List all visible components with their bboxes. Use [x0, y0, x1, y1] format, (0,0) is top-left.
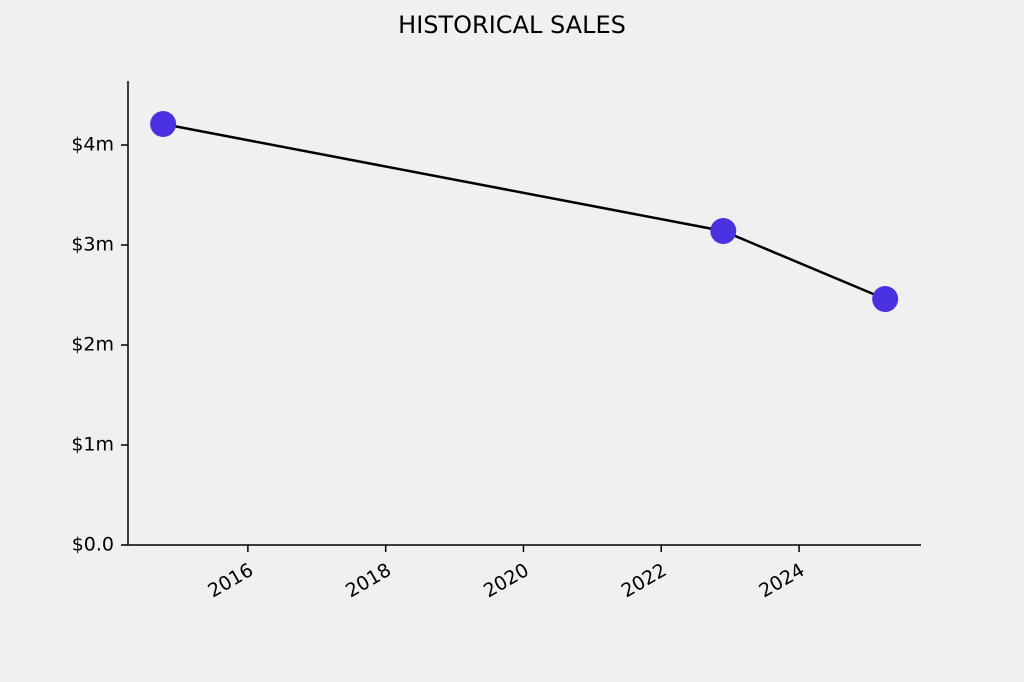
point	[872, 286, 899, 312]
y-tick-label: $4m	[71, 134, 114, 156]
line	[162, 122, 886, 301]
y-tick-label: $3m	[71, 234, 114, 256]
y-tick-label: $1m	[71, 434, 114, 456]
x-tick-label: 2020	[480, 559, 533, 602]
x-tick-label: 2016	[204, 559, 257, 602]
y-tick-label: $2m	[71, 334, 114, 356]
x-tick-label: 2018	[342, 559, 395, 602]
point	[710, 218, 737, 244]
y-tick-label: $0.0	[72, 534, 114, 556]
x-tick-label: 2024	[755, 559, 808, 602]
chart-title: HISTORICAL SALES	[398, 11, 626, 39]
point	[150, 111, 177, 137]
x-tick-label: 2022	[618, 559, 671, 602]
